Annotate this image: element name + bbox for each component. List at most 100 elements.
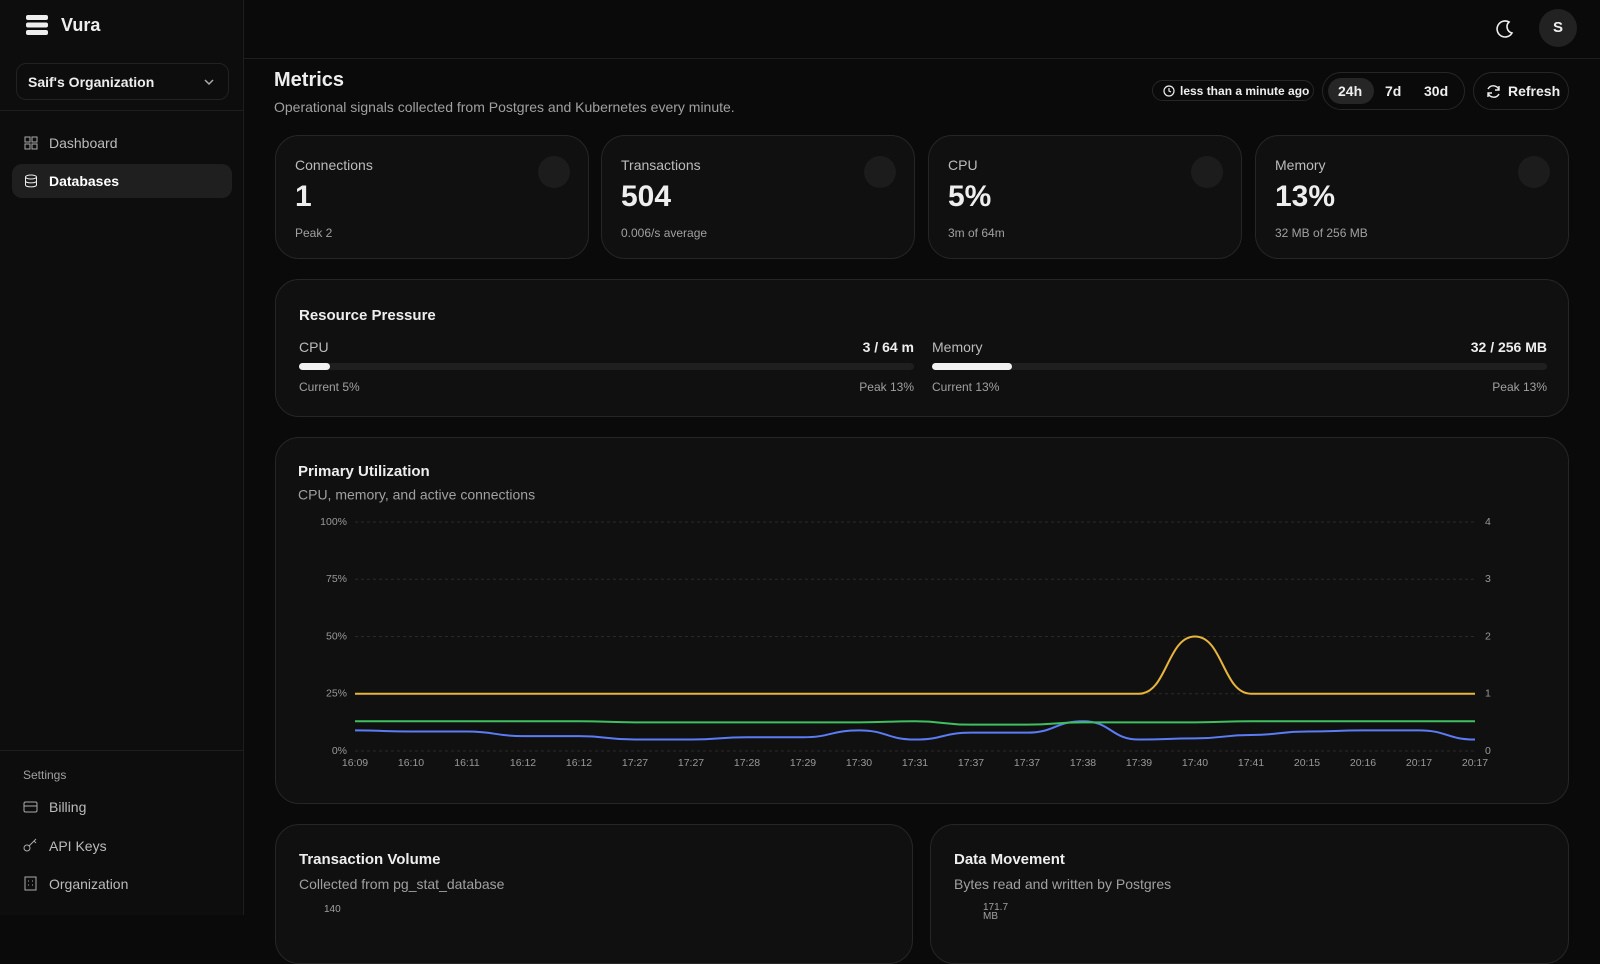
y2-tick-label: 4 (1485, 516, 1491, 528)
bottom-card: Data Movement Bytes read and written by … (930, 824, 1569, 964)
nav-icon (24, 136, 38, 150)
nav-item[interactable]: Dashboard (12, 126, 232, 160)
x-tick-label: 16:12 (510, 757, 536, 769)
refresh-label: Refresh (1508, 83, 1561, 99)
bar-usage: 3 / 64 m (862, 339, 914, 355)
updated-pill: less than a minute ago (1152, 80, 1314, 101)
series-line (354, 635, 1475, 695)
card-value: 5% (948, 180, 992, 213)
stat-card: Connections 1 Peak 2 (275, 135, 589, 259)
divider (0, 110, 243, 111)
range-option[interactable]: 30d (1424, 83, 1449, 99)
bar-fill (299, 363, 330, 370)
x-tick-label: 17:41 (1238, 757, 1264, 769)
y-tick-label: 75% (326, 573, 347, 585)
divider (0, 750, 243, 751)
x-tick-label: 20:17 (1406, 757, 1432, 769)
org-name: Saif's Organization (28, 74, 155, 90)
card-icon (864, 156, 896, 188)
range-option[interactable]: 24h (1338, 83, 1363, 99)
range-group: 24h 7d 30d (1322, 72, 1465, 110)
bar-track (932, 363, 1547, 370)
card-note: 0.006/s average (621, 226, 708, 240)
card-label: Connections (295, 157, 373, 173)
chevron (204, 79, 214, 86)
y-tick-label: 140 (324, 904, 341, 915)
y-tick-label: 171.7 MB (983, 902, 1009, 922)
x-tick-label: 16:09 (342, 757, 368, 769)
card-title: Data Movement (954, 851, 1065, 868)
bar-fill (932, 363, 1012, 370)
y2-tick-label: 3 (1485, 573, 1491, 585)
brand-icon (26, 15, 48, 35)
chart: Primary Utilization CPU, memory, and act… (298, 463, 1491, 769)
org-selector[interactable]: Saif's Organization (16, 63, 229, 100)
nav-label[interactable]: Billing (49, 799, 87, 815)
bar-peak: Peak 13% (859, 380, 914, 394)
bar-track (299, 363, 914, 370)
card-value: 1 (295, 180, 312, 213)
nav-label[interactable]: Organization (49, 876, 129, 892)
x-tick-label: 17:40 (1182, 757, 1208, 769)
card-icon (1518, 156, 1550, 188)
y-tick-label: 50% (326, 630, 347, 642)
y-tick-label: 0% (332, 745, 347, 757)
y-tick-label: 100% (320, 516, 347, 528)
page-title: Metrics (274, 69, 345, 91)
card-note: Peak 2 (295, 226, 333, 240)
x-tick-label: 17:27 (622, 757, 648, 769)
nav-label: Dashboard (49, 135, 118, 151)
y2-tick-label: 1 (1485, 688, 1491, 700)
clock-icon (1163, 85, 1175, 97)
stat-card: Memory 13% 32 MB of 256 MB (1255, 135, 1569, 259)
x-tick-label: 16:11 (454, 757, 480, 769)
theme-toggle[interactable] (1494, 18, 1516, 40)
x-tick-label: 17:38 (1070, 757, 1096, 769)
range-active-bg (1328, 78, 1374, 104)
range-option[interactable]: 7d (1385, 83, 1402, 99)
resource-card: Resource Pressure CPU 3 / 64 m Current 5% P… (275, 279, 1569, 417)
chart-subtitle: CPU, memory, and active connections (298, 487, 535, 503)
stat-card: CPU 5% 3m of 64m (928, 135, 1242, 259)
x-tick-label: 17:39 (1126, 757, 1152, 769)
card-value: 13% (1275, 180, 1336, 213)
x-tick-label: 17:31 (902, 757, 928, 769)
card-note: 3m of 64m (948, 226, 1005, 240)
updated-text: less than a minute ago (1180, 84, 1310, 98)
nav-label[interactable]: API Keys (49, 838, 107, 854)
card-label: CPU (948, 157, 978, 173)
stat-card: Transactions 504 0.006/s average (601, 135, 915, 259)
nav-item-active[interactable]: Databases (12, 164, 232, 198)
card-subtitle: Collected from pg_stat_database (299, 876, 505, 892)
series-line (354, 720, 1476, 741)
chart-title: Primary Utilization (298, 463, 430, 480)
brand: Vura (61, 15, 101, 35)
bar-label: Memory (932, 339, 983, 355)
x-tick-label: 20:16 (1350, 757, 1376, 769)
bar-peak: Peak 13% (1492, 380, 1547, 394)
settings-icons (23, 801, 38, 891)
x-tick-label: 17:37 (1014, 757, 1040, 769)
bar-label: CPU (299, 339, 329, 355)
card-title: Transaction Volume (299, 851, 441, 868)
x-tick-label: 17:30 (846, 757, 872, 769)
x-tick-label: 17:27 (678, 757, 704, 769)
card-title: Resource Pressure (299, 307, 436, 324)
header-border (244, 58, 1600, 59)
card-icon (538, 156, 570, 188)
card-label: Transactions (621, 157, 701, 173)
y-tick-label: 25% (326, 688, 347, 700)
sidebar: Vura Saif's Organization Dashboard Datab… (0, 0, 244, 915)
x-tick-label: 20:15 (1294, 757, 1320, 769)
y2-tick-label: 2 (1485, 630, 1491, 642)
refresh-button[interactable]: Refresh (1473, 72, 1569, 110)
page-subtitle: Operational signals collected from Postg… (274, 99, 735, 115)
nav-label: Databases (49, 173, 120, 189)
card-label: Memory (1275, 157, 1326, 173)
avatar[interactable]: S (1539, 9, 1577, 47)
bottom-card: Transaction Volume Collected from pg_sta… (275, 824, 913, 964)
settings-title: Settings (23, 768, 67, 782)
x-tick-label: 17:37 (958, 757, 984, 769)
series-line (355, 720, 1475, 726)
x-tick-label: 16:10 (398, 757, 424, 769)
